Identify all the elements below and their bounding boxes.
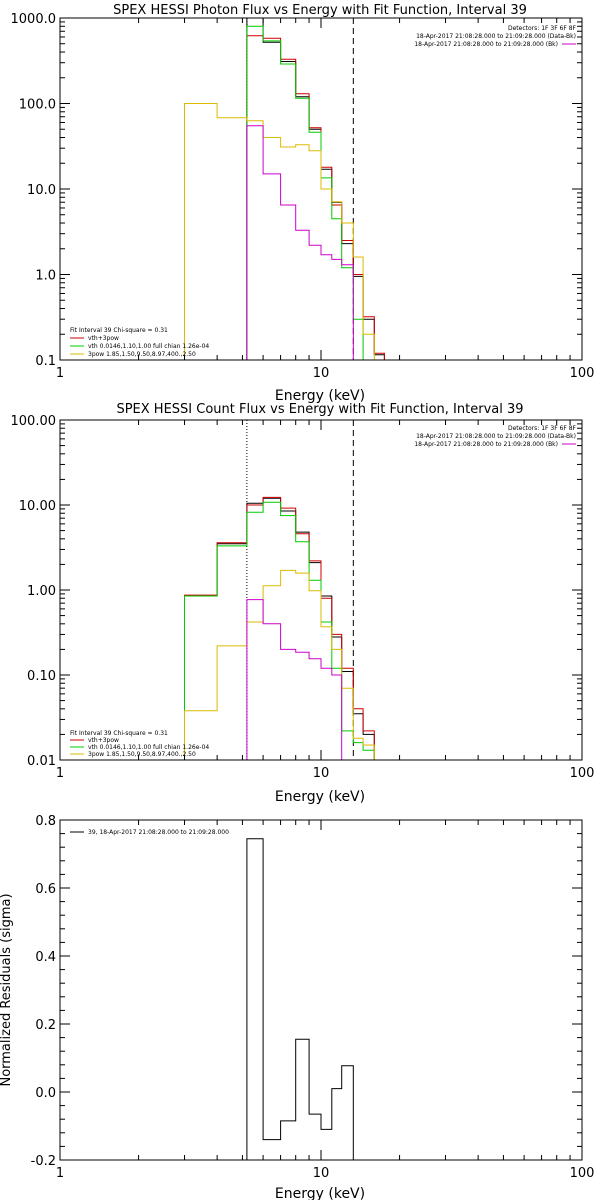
- photon-legend-vth: vth 0.0146,1.10,1.00 full chian 1.26e-04: [88, 343, 209, 350]
- count-series-line-4: [246, 599, 343, 760]
- count-x-tick-label: 10: [313, 766, 330, 781]
- photon-series-line-2: [246, 25, 385, 361]
- residual-series-group: [246, 838, 354, 1160]
- residual-y-tick-label: 0.2: [35, 1018, 56, 1033]
- count-y-tick-label: 1.00: [27, 584, 56, 599]
- count-info-bk: 18-Apr-2017 21:08:28.000 to 21:09:28.000…: [414, 441, 558, 448]
- photon-y-tick-label: 1.0: [35, 269, 56, 284]
- photon-series-data-bk: [246, 17, 385, 360]
- photon-series-line-0: [246, 17, 385, 360]
- photon-legend: Fit Interval 39 Chi-square = 0.31 vth+3p…: [70, 327, 209, 358]
- count-x-axis-label: Energy (keV): [275, 789, 365, 805]
- residual-y-axis-label: Normalized Residuals (sigma): [0, 893, 14, 1086]
- count-x-axis: 1 10 100: [56, 420, 595, 781]
- photon-legend-fit-interval: Fit Interval 39 Chi-square = 0.31: [70, 327, 168, 334]
- photon-x-tick-label: 100: [570, 366, 595, 381]
- count-y-tick-label: 0.01: [27, 754, 56, 769]
- count-legend: Fit Interval 39 Chi-square = 0.31 vth+3p…: [70, 730, 209, 758]
- count-series-bk: [246, 599, 343, 760]
- residual-x-tick-label: 10: [313, 1166, 330, 1181]
- photon-y-tick-label: 0.1: [35, 354, 56, 369]
- residual-y-tick-label: 0.0: [35, 1086, 56, 1101]
- count-flux-panel: SPEX HESSI Count Flux vs Energy with Fit…: [11, 402, 595, 805]
- residual-y-tick-label: 0.6: [35, 882, 56, 897]
- photon-x-axis: 1 10 100: [56, 18, 595, 381]
- count-y-tick-label: 0.10: [27, 669, 56, 684]
- residual-y-tick-label: 0.8: [35, 814, 56, 829]
- residual-y-tick-label: 0.4: [35, 950, 56, 965]
- count-series-line-1: [184, 496, 375, 760]
- count-series-data-bk: [184, 497, 375, 760]
- residual-y-tick-label: -0.2: [31, 1154, 56, 1169]
- count-series-vth-3pow: [184, 496, 375, 760]
- photon-y-tick-label: 1000.0: [11, 12, 57, 27]
- count-legend-vth: vth 0.0146,1.10,1.00 full chian 1.26e-04: [88, 744, 209, 751]
- photon-info-databk: 18-Apr-2017 21:08:28.000 to 21:09:28.000…: [416, 33, 576, 40]
- photon-flux-panel: SPEX HESSI Photon Flux vs Energy with Fi…: [11, 3, 595, 404]
- photon-series-vth: [246, 25, 385, 361]
- count-info-box: Detectors: 1F 3F 6F 8F 18-Apr-2017 21:08…: [414, 425, 576, 448]
- count-series-line-3: [184, 569, 375, 760]
- count-y-axis: 0.01 0.10 1.00 10.00 100.00: [11, 414, 582, 769]
- count-info-databk: 18-Apr-2017 21:08:28.000 to 21:09:28.000…: [416, 433, 576, 440]
- residual-x-axis-label: Energy (keV): [275, 1186, 365, 1200]
- count-y-tick-label: 100.00: [11, 414, 57, 429]
- count-y-tick-label: 10.00: [19, 499, 56, 514]
- count-series-3pow: [184, 569, 375, 760]
- photon-info-bk: 18-Apr-2017 21:08:28.000 to 21:09:28.000…: [414, 41, 558, 48]
- photon-legend-3pow: 3pow 1.85,1.50,9.50,8.97,400.,2.50: [88, 351, 196, 358]
- count-series-line-0: [184, 497, 375, 760]
- residual-x-tick-label: 1: [56, 1166, 64, 1181]
- residual-legend-label: 39, 18-Apr-2017 21:08:28.000 to 21:09:28…: [88, 829, 229, 836]
- residual-x-tick-label: 100: [570, 1166, 595, 1181]
- residual-series-39-18-apr-2017-21-08-28-000-to-21-09-28-000: [246, 838, 354, 1160]
- photon-info-box: Detectors: 1F 3F 6F 8F 18-Apr-2017 21:08…: [414, 25, 576, 48]
- count-legend-3pow: 3pow 1.85,1.50,9.50,8.97,400.,2.50: [88, 751, 196, 758]
- photon-legend-total: vth+3pow: [88, 335, 119, 342]
- photon-series-3pow: [184, 103, 385, 361]
- count-legend-fit-interval: Fit Interval 39 Chi-square = 0.31: [70, 730, 168, 737]
- photon-series-group: [184, 17, 385, 361]
- photon-x-tick-label: 1: [56, 366, 64, 381]
- count-series-group: [184, 496, 375, 760]
- count-legend-total: vth+3pow: [88, 737, 119, 744]
- residual-legend: 39, 18-Apr-2017 21:08:28.000 to 21:09:28…: [70, 829, 229, 836]
- photon-series-line-1: [246, 35, 385, 360]
- count-series-vth: [184, 501, 375, 760]
- count-x-tick-label: 100: [570, 766, 595, 781]
- photon-series-line-4: [246, 125, 354, 360]
- photon-x-axis-label: Energy (keV): [275, 388, 365, 404]
- photon-series-line-3: [184, 103, 385, 361]
- photon-y-tick-label: 100.0: [19, 98, 56, 113]
- residual-series-line-0: [246, 838, 354, 1160]
- photon-info-detectors: Detectors: 1F 3F 6F 8F: [508, 25, 577, 32]
- residual-plot-frame: [59, 819, 583, 1161]
- photon-series-vth-3pow: [246, 35, 385, 360]
- residuals-panel: -0.20.00.20.40.60.8 1 10 100 Energy (keV) …: [0, 814, 594, 1200]
- count-x-tick-label: 1: [56, 766, 64, 781]
- photon-series-bk: [246, 125, 354, 360]
- photon-y-tick-label: 10.0: [27, 183, 56, 198]
- photon-y-axis: 0.1 1.0 10.0 100.0 1000.0: [11, 12, 582, 369]
- count-info-detectors: Detectors: 1F 3F 6F 8F: [508, 425, 577, 432]
- count-series-line-2: [184, 501, 375, 760]
- residual-y-axis: -0.2 0.0 0.2 0.4 0.6 0.8: [31, 814, 582, 1169]
- residual-x-axis: 1 10 100: [56, 820, 595, 1181]
- photon-x-tick-label: 10: [313, 366, 330, 381]
- photon-chart-title: SPEX HESSI Photon Flux vs Energy with Fi…: [113, 3, 527, 18]
- count-chart-title: SPEX HESSI Count Flux vs Energy with Fit…: [116, 402, 523, 417]
